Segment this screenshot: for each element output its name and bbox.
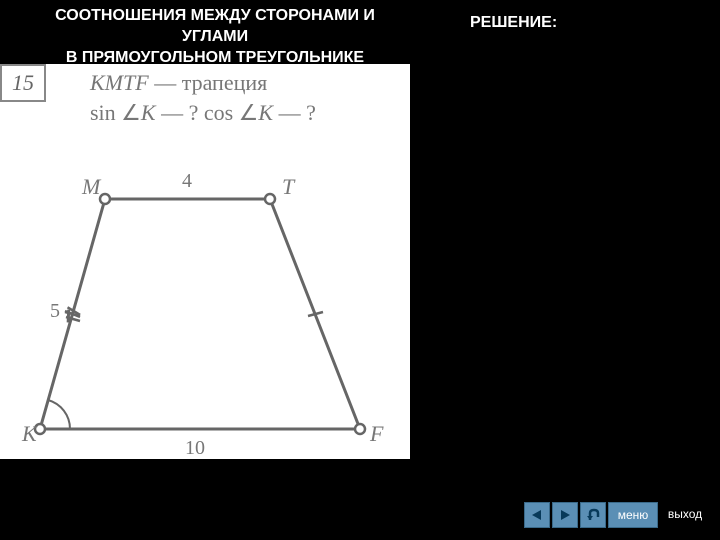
dim-KM: 5: [50, 300, 60, 322]
menu-button[interactable]: меню: [608, 502, 658, 528]
page-title: СООТНОШЕНИЯ МЕЖДУ СТОРОНАМИ И УГЛАМИ В П…: [0, 0, 430, 68]
triangle-left-icon: [530, 508, 544, 522]
prev-button[interactable]: [524, 502, 550, 528]
question-text: sin ∠K — ? cos ∠K — ?: [90, 100, 316, 125]
dim-KF: 10: [185, 437, 205, 459]
label-K: K: [21, 421, 38, 446]
nav-bar: меню выход: [524, 500, 710, 530]
label-M: M: [81, 174, 102, 199]
u-turn-icon: [585, 508, 601, 522]
title-line1: СООТНОШЕНИЯ МЕЖДУ СТОРОНАМИ И УГЛАМИ: [55, 7, 375, 45]
next-button[interactable]: [552, 502, 578, 528]
trapezoid-figure: K M T F 4 5 10: [10, 139, 400, 459]
problem-panel: 15 KMTF — трапеция sin ∠K — ? cos ∠K — ?: [0, 64, 410, 459]
label-F: F: [369, 421, 384, 446]
triangle-right-icon: [558, 508, 572, 522]
return-button[interactable]: [580, 502, 606, 528]
menu-label: меню: [618, 508, 649, 522]
problem-number: 15: [12, 70, 34, 96]
shape-type: трапеция: [182, 70, 268, 95]
exit-label: выход: [668, 508, 702, 521]
label-T: T: [282, 174, 296, 199]
dim-MT: 4: [182, 170, 192, 192]
exit-button[interactable]: выход: [660, 500, 710, 530]
shape-name: KMTF: [90, 70, 149, 95]
solution-heading: РЕШЕНИЕ:: [470, 14, 557, 32]
problem-statement: KMTF — трапеция sin ∠K — ? cos ∠K — ?: [90, 68, 316, 127]
problem-number-box: 15: [0, 64, 46, 102]
